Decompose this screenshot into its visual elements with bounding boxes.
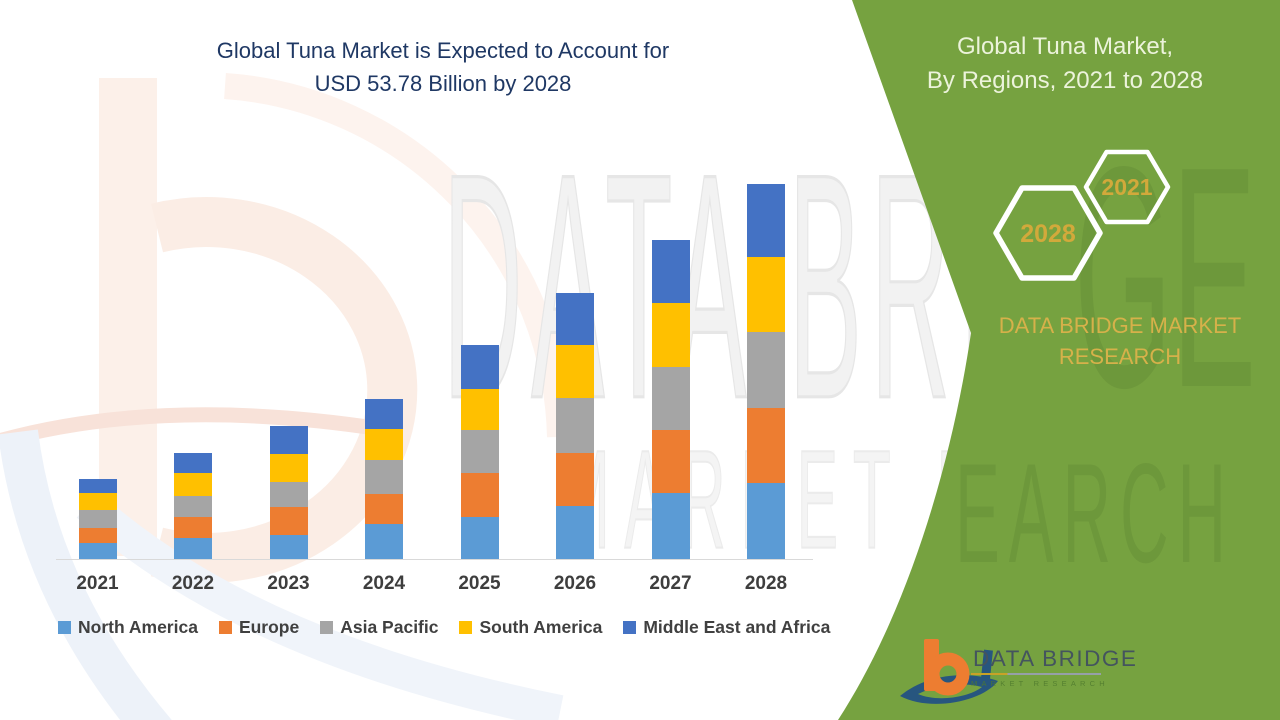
bar-segment-2028-north-america [747,483,785,559]
bar-segment-2024-south-america [365,429,403,460]
bar-segment-2025-asia-pacific [460,430,499,474]
bar-segment-2022-south-america [174,473,212,497]
green-panel-shape [838,0,1280,720]
logo-b-bowl [926,652,970,696]
bar-segment-2022-middle-east-and-africa [174,453,212,474]
bar-segment-2025-europe [460,473,499,518]
bar-segment-2027-asia-pacific [651,367,690,431]
hexagon-2028 [993,185,1103,281]
bar-segment-2021-europe [78,527,117,543]
bar-segment-2027-south-america [651,303,690,368]
hexagon-2028-label: 2028 [1020,220,1076,248]
bar-segment-2025-north-america [460,517,499,559]
bar-segment-2027-europe [651,430,690,493]
bar-segment-2023-south-america [269,453,308,482]
legend-swatch-europe [218,621,232,634]
bar-segment-2028-asia-pacific [747,332,785,408]
x-axis-label-2022: 2022 [171,573,215,594]
watermark-arc-peach [224,73,573,438]
bar-segment-2026-europe [556,453,594,507]
x-axis-label-2025: 2025 [458,573,501,594]
bar-segment-2021-middle-east-and-africa [78,478,117,493]
legend-label-europe: Europe [238,617,300,637]
bar-segment-2027-north-america [651,492,690,559]
bar-segment-2023-north-america [269,535,308,559]
footer-brand-tagline: MARKET RESEARCH [971,679,1109,688]
watermark-b-bowl [151,197,418,583]
x-axis-label-2027: 2027 [649,573,692,594]
footer-brand-name: DATA BRIDGE [973,646,1138,671]
panel-title-line2: By Regions, 2021 to 2028 [926,67,1204,94]
legend-swatch-asia-pacific [320,621,334,634]
hexagon-2021-label: 2021 [1101,174,1152,200]
legend-item-asia-pacific: Asia Pacific [320,617,438,638]
bar-segment-2024-asia-pacific [365,460,403,495]
x-axis-label-2028: 2028 [744,573,788,594]
chart-title: Global Tuna Market is Expected to Accoun… [80,34,806,100]
legend-item-europe: Europe [218,617,300,638]
bar-segment-2021-south-america [78,492,117,510]
legend-item-south-america: South America [459,617,602,638]
x-axis-label-2021: 2021 [76,573,119,594]
legend-swatch-middle-east-and-africa [623,621,637,634]
bar-segment-2026-middle-east-and-africa [556,292,594,345]
bar-segment-2021-asia-pacific [78,509,117,528]
panel-brand-line1: DATA BRIDGE MARKET [998,313,1242,338]
bar-segment-2021-north-america [78,542,117,559]
hexagon-2021 [1083,149,1171,225]
chart-title-line2: USD 53.78 Billion by 2028 [314,71,572,96]
legend-label-north-america: North America [78,617,198,637]
bar-segment-2024-north-america [365,524,403,559]
legend-item-middle-east-and-africa: Middle East and Africa [623,617,830,638]
bar-segment-2025-middle-east-and-africa [460,345,499,389]
panel-watermark-line2-fragment: EARCH [955,434,1235,592]
bar-segment-2023-middle-east-and-africa [269,425,308,454]
bar-segment-2028-middle-east-and-africa [747,184,785,258]
legend-label-south-america: South America [479,617,603,637]
watermark-swoosh-inner [76,492,564,720]
legend-swatch-south-america [459,621,473,634]
panel-watermark-line1-fragment: GE [1074,101,1256,453]
x-axis-label-2024: 2024 [362,573,406,594]
bar-segment-2026-north-america [556,506,594,559]
panel-title-line1: Global Tuna Market, [956,33,1174,60]
watermark-swoosh-outer [0,429,172,720]
bar-segment-2026-asia-pacific [556,397,594,454]
chart-title-line1: Global Tuna Market is Expected to Accoun… [216,38,670,63]
bar-segment-2022-europe [174,517,212,539]
legend-label-middle-east-and-africa: Middle East and Africa [643,617,831,637]
panel-title: Global Tuna Market, By Regions, 2021 to … [880,30,1250,98]
bar-segment-2023-asia-pacific [269,481,308,508]
legend-item-north-america: North America [58,617,198,638]
x-axis-label-2026: 2026 [553,573,597,594]
data-bridge-logo-icon [900,639,998,704]
x-axis-label-2023: 2023 [267,573,310,594]
bar-segment-2023-europe [269,507,308,536]
legend-swatch-north-america [58,621,71,634]
x-axis-line [56,559,813,560]
watermark-b-stem [99,78,157,556]
bar-segment-2028-europe [747,407,785,484]
bar-segment-2027-middle-east-and-africa [651,240,690,304]
footer-brand-rule [971,673,1101,675]
bar-segment-2022-asia-pacific [174,496,212,518]
bar-segment-2024-middle-east-and-africa [365,398,403,430]
bar-segment-2025-south-america [460,388,499,431]
bar-segment-2022-north-america [174,538,212,559]
legend-label-asia-pacific: Asia Pacific [340,617,439,637]
stacked-bar-plot: 2021 2022 2023 2024 2025 2026 2027 2028 [56,184,813,594]
bar-segment-2028-south-america [747,257,785,333]
bar-segment-2026-south-america [556,345,594,398]
bar-segment-2024-europe [365,494,403,525]
panel-brand-text: DATA BRIDGE MARKET RESEARCH [960,310,1280,372]
legend: North America Europe Asia Pacific South Ame… [58,617,830,638]
panel-brand-line2: RESEARCH [1058,344,1182,369]
